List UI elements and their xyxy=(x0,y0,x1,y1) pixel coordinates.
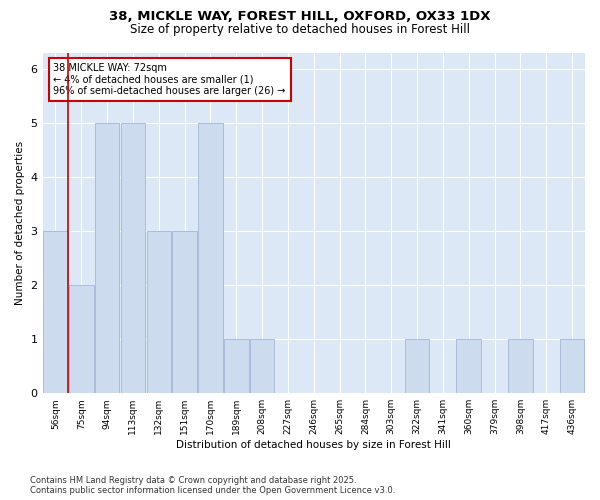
Bar xyxy=(95,123,119,393)
Bar xyxy=(69,285,94,393)
Bar xyxy=(224,339,248,393)
Bar xyxy=(508,339,533,393)
Bar xyxy=(405,339,430,393)
Text: 38 MICKLE WAY: 72sqm
← 4% of detached houses are smaller (1)
96% of semi-detache: 38 MICKLE WAY: 72sqm ← 4% of detached ho… xyxy=(53,62,286,96)
Bar xyxy=(43,231,68,393)
Bar xyxy=(250,339,274,393)
Y-axis label: Number of detached properties: Number of detached properties xyxy=(15,141,25,305)
X-axis label: Distribution of detached houses by size in Forest Hill: Distribution of detached houses by size … xyxy=(176,440,451,450)
Bar xyxy=(172,231,197,393)
Bar xyxy=(457,339,481,393)
Text: Size of property relative to detached houses in Forest Hill: Size of property relative to detached ho… xyxy=(130,22,470,36)
Bar xyxy=(560,339,584,393)
Text: 38, MICKLE WAY, FOREST HILL, OXFORD, OX33 1DX: 38, MICKLE WAY, FOREST HILL, OXFORD, OX3… xyxy=(109,10,491,23)
Text: Contains HM Land Registry data © Crown copyright and database right 2025.
Contai: Contains HM Land Registry data © Crown c… xyxy=(30,476,395,495)
Bar xyxy=(198,123,223,393)
Bar xyxy=(121,123,145,393)
Bar xyxy=(146,231,171,393)
